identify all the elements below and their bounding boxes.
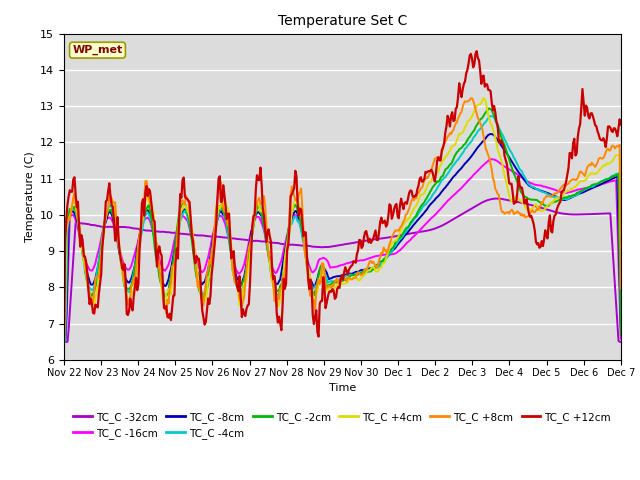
TC_C -16cm: [372, 253, 380, 259]
TC_C -4cm: [617, 304, 625, 310]
TC_C -8cm: [60, 339, 68, 345]
TC_C -16cm: [399, 245, 406, 251]
TC_C +4cm: [234, 283, 241, 288]
Y-axis label: Temperature (C): Temperature (C): [24, 151, 35, 242]
TC_C -2cm: [617, 332, 625, 337]
TC_C -8cm: [234, 276, 241, 282]
Line: TC_C -16cm: TC_C -16cm: [64, 159, 621, 342]
TC_C -16cm: [469, 172, 477, 178]
TC_C -32cm: [469, 205, 477, 211]
TC_C +4cm: [617, 259, 625, 264]
TC_C -32cm: [372, 236, 380, 242]
TC_C -2cm: [295, 212, 303, 218]
TC_C +12cm: [617, 121, 625, 127]
TC_C +8cm: [617, 286, 625, 291]
TC_C +4cm: [469, 111, 477, 117]
TC_C -32cm: [234, 236, 241, 242]
TC_C +8cm: [467, 95, 475, 101]
TC_C -2cm: [60, 339, 68, 345]
TC_C +8cm: [372, 263, 380, 268]
Line: TC_C +8cm: TC_C +8cm: [64, 98, 621, 342]
TC_C +4cm: [480, 95, 488, 101]
TC_C +8cm: [234, 278, 241, 284]
TC_C -2cm: [234, 284, 241, 289]
TC_C -8cm: [487, 131, 495, 137]
TC_C -32cm: [399, 232, 406, 238]
TC_C +12cm: [234, 284, 241, 290]
TC_C -16cm: [488, 156, 495, 162]
TC_C -4cm: [469, 135, 477, 141]
TC_C +12cm: [399, 201, 406, 207]
TC_C -2cm: [486, 106, 493, 111]
Text: WP_met: WP_met: [72, 45, 123, 55]
TC_C +4cm: [60, 339, 68, 345]
TC_C -8cm: [399, 236, 406, 242]
TC_C -2cm: [372, 263, 380, 269]
TC_C -4cm: [372, 265, 380, 271]
TC_C -32cm: [617, 339, 625, 345]
TC_C -8cm: [617, 324, 625, 329]
TC_C +4cm: [399, 225, 406, 230]
TC_C +8cm: [60, 339, 68, 345]
TC_C -32cm: [60, 339, 68, 345]
TC_C +12cm: [60, 339, 68, 345]
TC_C +12cm: [372, 228, 380, 233]
TC_C +8cm: [470, 102, 478, 108]
TC_C -2cm: [399, 231, 406, 237]
TC_C +4cm: [372, 268, 380, 274]
TC_C -8cm: [567, 195, 575, 201]
TC_C -4cm: [60, 339, 68, 345]
Line: TC_C -2cm: TC_C -2cm: [64, 108, 621, 342]
TC_C -16cm: [295, 218, 303, 224]
Line: TC_C -32cm: TC_C -32cm: [64, 199, 621, 342]
Title: Temperature Set C: Temperature Set C: [278, 14, 407, 28]
TC_C +12cm: [567, 151, 575, 156]
TC_C -8cm: [295, 215, 303, 221]
TC_C -16cm: [567, 189, 575, 195]
TC_C -32cm: [295, 242, 303, 248]
Line: TC_C +12cm: TC_C +12cm: [64, 51, 621, 342]
TC_C -4cm: [487, 113, 495, 119]
Line: TC_C +4cm: TC_C +4cm: [64, 98, 621, 342]
TC_C +12cm: [469, 64, 477, 70]
Legend: TC_C -32cm, TC_C -16cm, TC_C -8cm, TC_C -4cm, TC_C -2cm, TC_C +4cm, TC_C +8cm, T: TC_C -32cm, TC_C -16cm, TC_C -8cm, TC_C …: [69, 408, 615, 443]
TC_C -4cm: [567, 194, 575, 200]
TC_C -4cm: [295, 217, 303, 223]
TC_C +12cm: [473, 48, 481, 54]
TC_C -2cm: [567, 193, 575, 199]
TC_C -2cm: [469, 129, 477, 134]
Line: TC_C -8cm: TC_C -8cm: [64, 134, 621, 342]
TC_C -32cm: [567, 212, 575, 217]
TC_C -8cm: [469, 151, 477, 156]
TC_C -4cm: [234, 283, 241, 288]
TC_C -4cm: [399, 234, 406, 240]
TC_C +8cm: [567, 178, 575, 183]
Line: TC_C -4cm: TC_C -4cm: [64, 116, 621, 342]
TC_C +4cm: [295, 202, 303, 208]
TC_C +8cm: [399, 222, 406, 228]
TC_C -16cm: [617, 336, 625, 342]
TC_C +4cm: [567, 186, 575, 192]
TC_C -8cm: [372, 264, 380, 270]
TC_C -16cm: [234, 269, 241, 275]
TC_C -16cm: [60, 339, 68, 345]
TC_C -32cm: [493, 196, 500, 202]
TC_C +8cm: [295, 191, 303, 197]
X-axis label: Time: Time: [329, 383, 356, 393]
TC_C +12cm: [295, 212, 303, 218]
